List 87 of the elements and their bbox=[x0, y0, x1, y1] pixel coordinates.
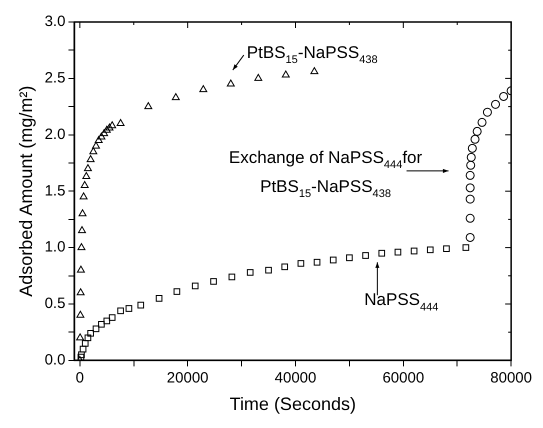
point bbox=[472, 126, 482, 136]
point bbox=[228, 274, 236, 280]
point bbox=[108, 314, 116, 321]
point bbox=[106, 124, 114, 131]
point bbox=[362, 252, 369, 259]
point bbox=[462, 244, 470, 251]
point bbox=[76, 333, 84, 340]
point bbox=[116, 119, 125, 126]
point bbox=[92, 142, 100, 149]
point bbox=[156, 295, 162, 302]
point bbox=[78, 226, 86, 234]
point bbox=[80, 192, 88, 200]
point bbox=[478, 118, 487, 127]
y-tick-label: 0.5 bbox=[44, 295, 66, 312]
point bbox=[80, 346, 86, 352]
point bbox=[466, 214, 475, 223]
point bbox=[246, 269, 254, 276]
point bbox=[78, 351, 85, 358]
point bbox=[98, 320, 105, 328]
y-axis-title: Adsorbed Amount (mg/m²) bbox=[16, 86, 36, 297]
point bbox=[108, 121, 116, 128]
point bbox=[443, 245, 450, 252]
point bbox=[281, 263, 288, 270]
y-tick-label: 1.5 bbox=[44, 182, 66, 200]
point bbox=[172, 93, 180, 100]
y-tick-label: 2.5 bbox=[44, 70, 66, 87]
point bbox=[466, 183, 475, 192]
point bbox=[77, 243, 86, 250]
y-tick-label: 0.0 bbox=[44, 352, 66, 369]
point bbox=[78, 209, 87, 216]
x-tick-label: 0 bbox=[76, 370, 84, 387]
point bbox=[102, 126, 111, 133]
point bbox=[298, 260, 304, 267]
point bbox=[346, 254, 353, 262]
point bbox=[378, 250, 386, 257]
point bbox=[174, 288, 180, 295]
point bbox=[499, 92, 508, 101]
point bbox=[466, 160, 476, 170]
point bbox=[76, 288, 85, 296]
point bbox=[80, 181, 89, 188]
point bbox=[144, 102, 152, 110]
point bbox=[470, 134, 480, 144]
point bbox=[314, 258, 320, 266]
point bbox=[84, 164, 92, 172]
point bbox=[82, 172, 90, 180]
x-tick-label: 60000 bbox=[382, 370, 424, 387]
point bbox=[137, 302, 144, 308]
y-tick-label: 1.0 bbox=[44, 238, 66, 256]
point bbox=[82, 340, 89, 347]
point bbox=[97, 132, 106, 140]
point bbox=[87, 330, 94, 337]
point bbox=[76, 266, 85, 273]
point bbox=[310, 67, 318, 74]
point bbox=[94, 136, 103, 143]
point bbox=[210, 278, 217, 285]
point bbox=[76, 310, 84, 318]
y-tick-label: 3.0 bbox=[44, 13, 66, 30]
point bbox=[426, 246, 434, 254]
x-tick-label: 40000 bbox=[274, 370, 316, 387]
point bbox=[86, 155, 95, 162]
x-axis-title: Time (Seconds) bbox=[230, 394, 356, 414]
point bbox=[103, 318, 110, 324]
point bbox=[466, 152, 476, 162]
point bbox=[330, 256, 337, 264]
point bbox=[117, 307, 124, 314]
point bbox=[282, 70, 290, 78]
point bbox=[265, 266, 272, 274]
point bbox=[84, 334, 92, 342]
point bbox=[92, 325, 100, 332]
point bbox=[199, 85, 208, 92]
point bbox=[410, 248, 418, 254]
point bbox=[89, 147, 98, 154]
point bbox=[468, 144, 477, 153]
point bbox=[482, 108, 492, 117]
point bbox=[394, 248, 402, 256]
y-tick-label: 2.0 bbox=[44, 126, 66, 143]
point bbox=[491, 100, 500, 109]
point bbox=[100, 129, 108, 136]
point bbox=[466, 170, 475, 180]
point bbox=[126, 305, 132, 312]
point bbox=[226, 80, 235, 87]
x-tick-label: 80000 bbox=[490, 370, 532, 387]
point bbox=[192, 282, 199, 290]
point bbox=[254, 74, 262, 81]
point bbox=[466, 232, 475, 242]
point bbox=[466, 194, 475, 204]
x-tick-label: 20000 bbox=[166, 370, 209, 387]
